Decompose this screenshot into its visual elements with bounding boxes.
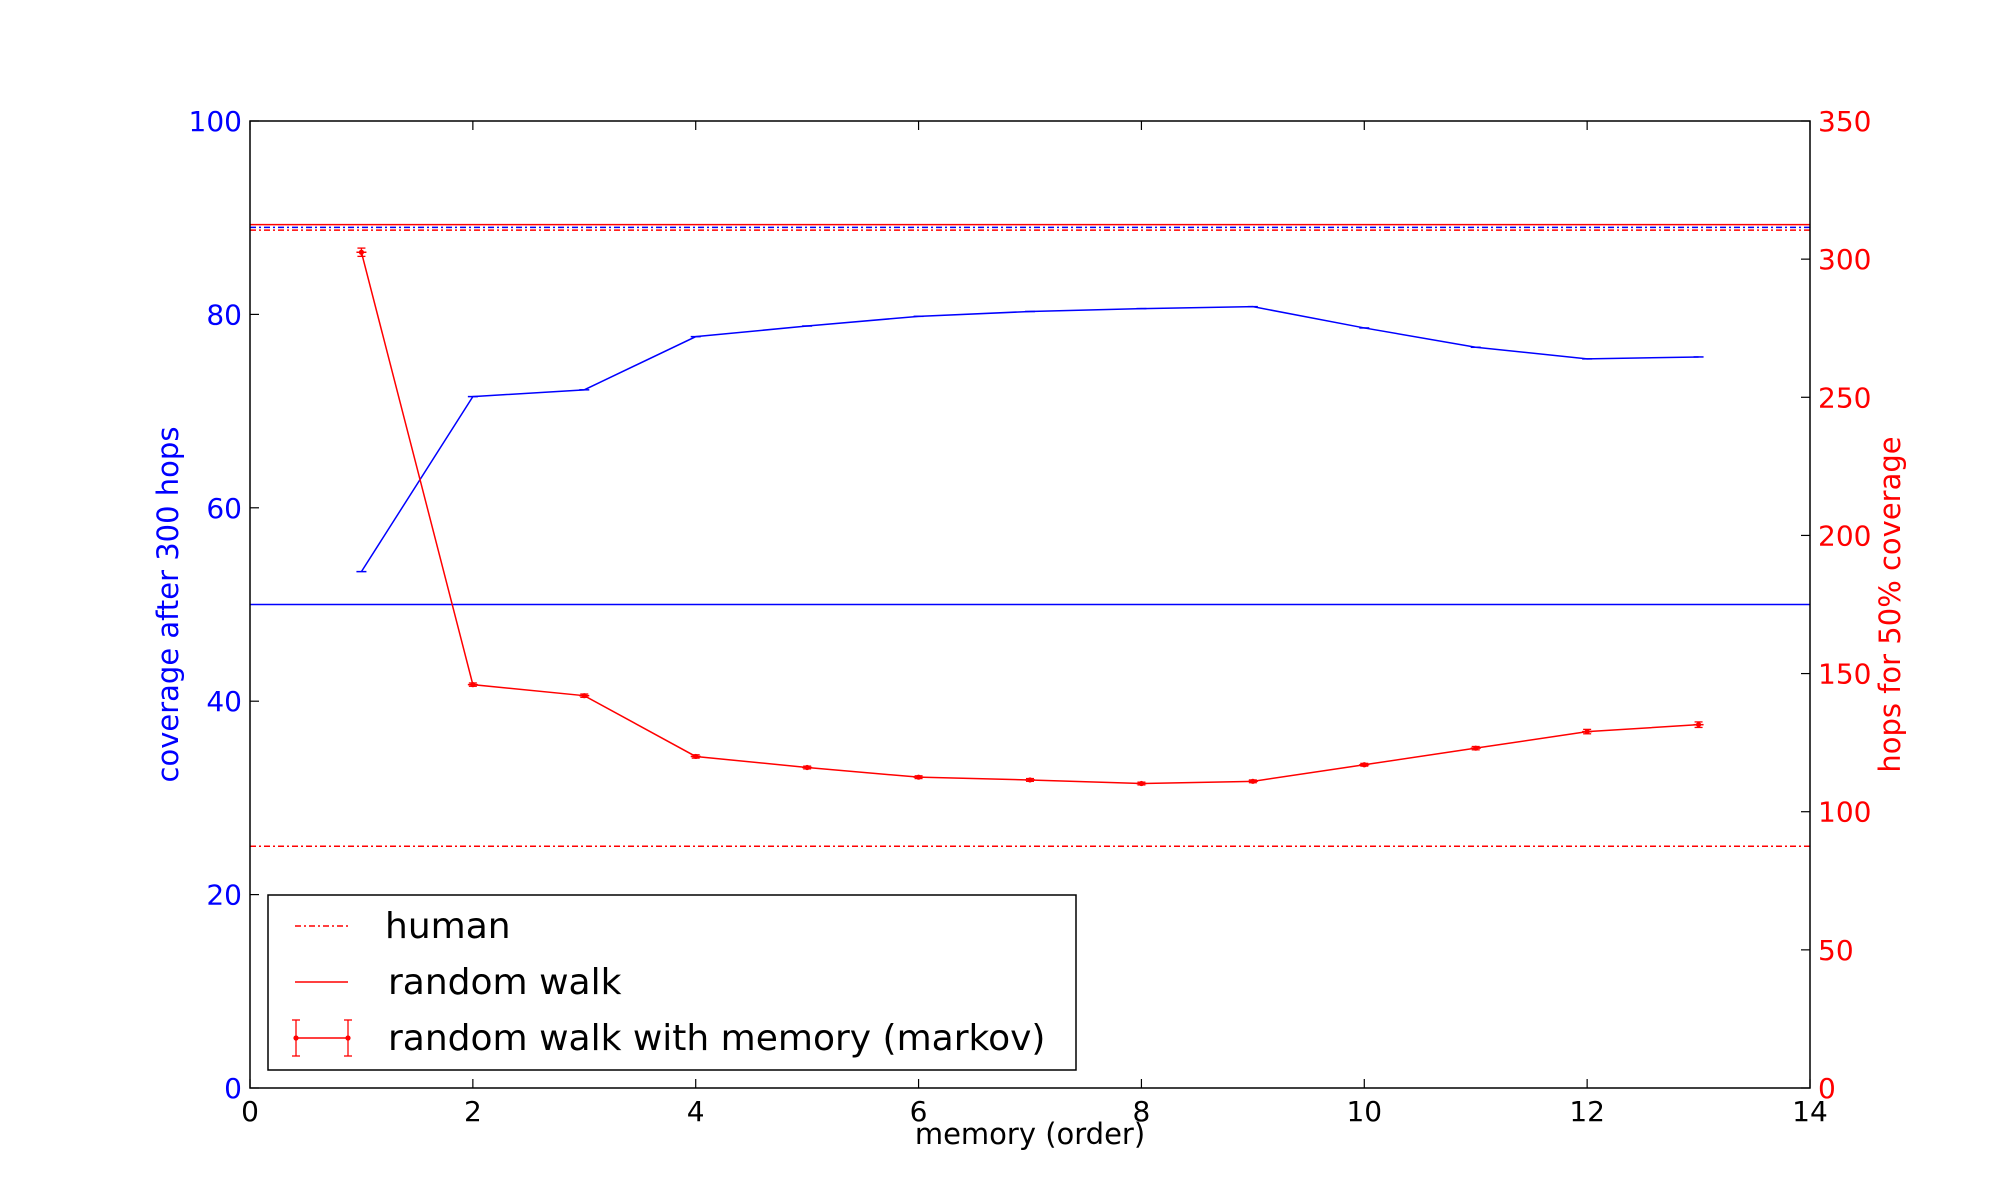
y-left-axis-label: coverage after 300 hops: [151, 427, 185, 783]
x-tick-label: 14: [1792, 1095, 1828, 1128]
y-right-tick-label: 250: [1818, 381, 1871, 414]
y-right-tick-label: 100: [1818, 796, 1871, 829]
x-axis-ticks: 0 2 4 6 8 10 12 14: [241, 121, 1828, 1128]
y-right-tick-label: 350: [1818, 105, 1871, 138]
y-left-tick-label: 60: [206, 492, 242, 525]
y-left-tick-label: 100: [189, 105, 242, 138]
x-axis-label: memory (order): [915, 1117, 1145, 1151]
series-line-right: [360, 252, 1699, 785]
series-layer: [356, 247, 1704, 787]
x-tick-label: 12: [1569, 1095, 1605, 1128]
y-right-tick-label: 150: [1818, 658, 1871, 691]
data-point-marker: [1473, 745, 1479, 751]
data-point-marker: [358, 249, 365, 255]
x-tick-label: 8: [1133, 1095, 1151, 1128]
data-point-marker: [1695, 722, 1702, 728]
x-tick-label: 0: [241, 1095, 259, 1128]
legend-swatch-marker: [293, 1035, 299, 1041]
legend-entry-human: human: [385, 906, 511, 947]
legend-box: [267, 894, 1077, 1071]
data-point-marker: [470, 682, 476, 688]
series-line-left: [360, 305, 1699, 573]
data-point-marker: [1138, 780, 1145, 787]
data-point-marker: [1361, 762, 1367, 768]
y-right-axis-label: hops for 50% coverage: [1873, 436, 1907, 772]
legend-entry-random-walk-memory: random walk with memory (markov): [388, 1018, 1045, 1059]
data-point-marker: [581, 693, 587, 699]
legend-swatch-marker: [345, 1035, 351, 1041]
x-tick-label: 4: [687, 1095, 705, 1128]
y-left-tick-label: 0: [224, 1072, 242, 1105]
y-right-tick-label: 50: [1818, 934, 1854, 967]
y-right-axis-ticks: 0 50 100 150 200 250 300 350: [1801, 105, 1871, 1105]
plot-frame: [249, 120, 1811, 1089]
data-point-marker: [693, 753, 699, 760]
y-left-axis-ticks: 0 20 40 60 80 100: [189, 105, 259, 1105]
y-right-tick-label: 300: [1818, 243, 1871, 276]
data-point-marker: [1027, 777, 1033, 783]
y-left-tick-label: 40: [206, 685, 242, 718]
data-point-marker: [915, 774, 922, 780]
x-tick-label: 10: [1346, 1095, 1382, 1128]
legend-entry-random-walk: random walk: [388, 962, 622, 1003]
reference-lines: [250, 223, 1810, 847]
data-point-marker: [1584, 728, 1590, 735]
legend-swatch-random-walk-memory: [292, 1019, 352, 1057]
legend: human random walk random walk with memor…: [267, 894, 1077, 1071]
y-right-tick-label: 0: [1818, 1072, 1836, 1105]
x-tick-label: 2: [464, 1095, 482, 1128]
y-left-tick-label: 20: [206, 879, 242, 912]
y-left-tick-label: 80: [206, 298, 242, 331]
x-tick-label: 6: [910, 1095, 928, 1128]
y-right-tick-label: 200: [1818, 519, 1871, 552]
data-point-marker: [1250, 778, 1256, 784]
data-point-marker: [804, 764, 810, 771]
